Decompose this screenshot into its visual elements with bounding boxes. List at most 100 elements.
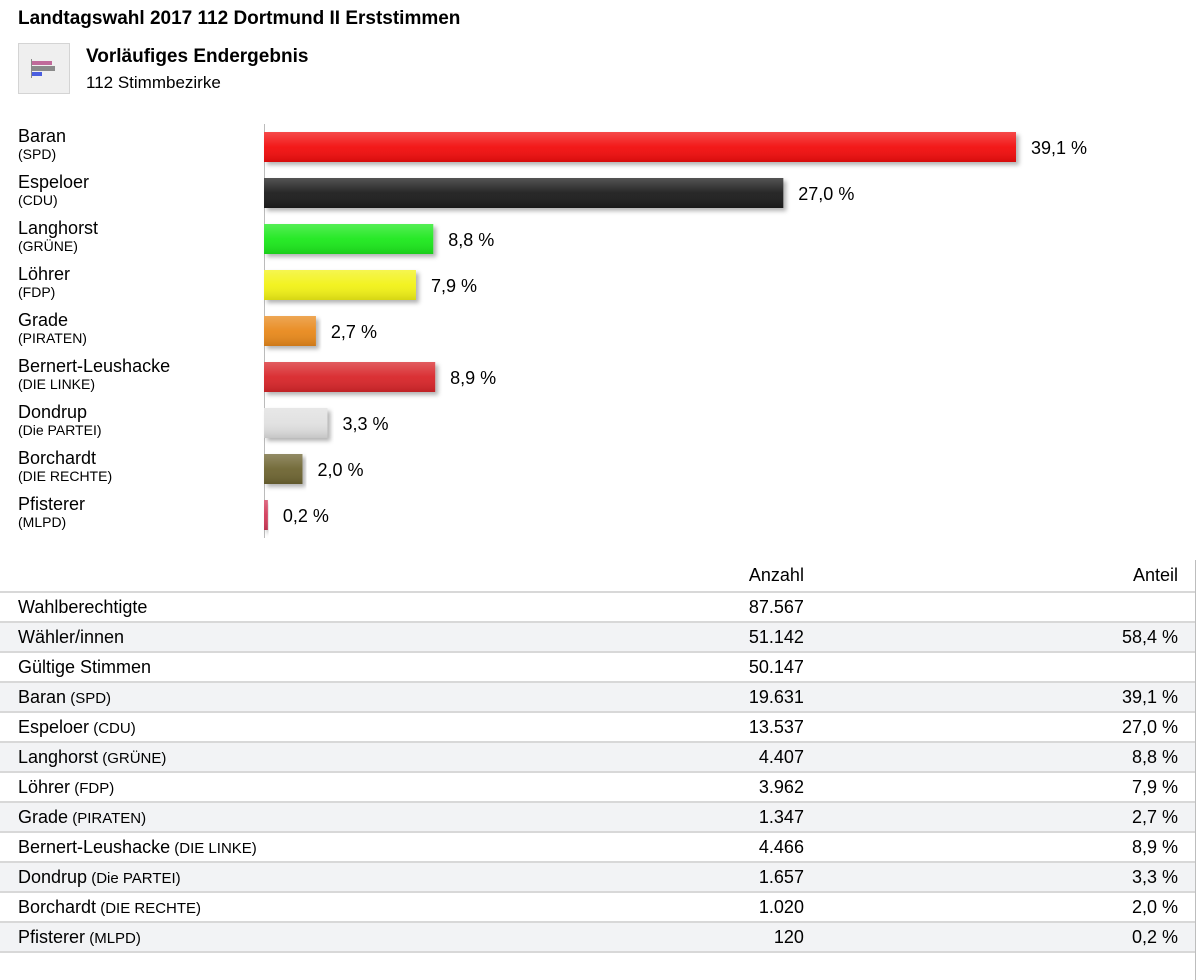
row-name: Baran (18, 686, 67, 707)
row-share: 8,8 % (1121, 742, 1196, 773)
row-count: 13.537 (748, 712, 1122, 743)
row-share (1121, 652, 1196, 683)
candidate-party: (DIE RECHTE) (18, 468, 113, 484)
row-label: Wähler/innen (0, 622, 749, 653)
row-count: 3.962 (748, 772, 1122, 803)
bar-gloss (264, 178, 784, 208)
row-label: Borchardt (DIE RECHTE) (0, 892, 749, 923)
row-count: 87.567 (748, 592, 1122, 623)
district-count: 112 Stimmbezirke (86, 73, 221, 92)
candidate-party: (CDU) (18, 192, 58, 208)
candidate-name: Bernert-Leushacke (18, 356, 171, 376)
candidate-label: Löhrer (FDP) (18, 264, 71, 301)
row-party: (GRÜNE) (98, 749, 167, 767)
table-row: Espeloer (CDU) 13.537 27,0 % (0, 712, 1196, 743)
row-party: (DIE LINKE) (170, 839, 257, 857)
bar-gloss (264, 362, 436, 392)
header-share: Anteil (1121, 560, 1196, 593)
data-label: 2,7 % (331, 322, 377, 342)
table-row: Dondrup (Die PARTEI) 1.657 3,3 % (0, 862, 1196, 893)
candidate-party: (MLPD) (18, 514, 67, 530)
row-count: 51.142 (748, 622, 1122, 653)
bar-group: 3,3 % (264, 408, 388, 438)
candidate-name: Löhrer (18, 264, 71, 284)
bar-group: 2,7 % (264, 316, 377, 346)
row-share: 3,3 % (1121, 862, 1196, 893)
candidate-label: Grade (PIRATEN) (18, 310, 87, 347)
row-label: Espeloer (CDU) (0, 712, 749, 743)
bar-chart-icon[interactable] (18, 43, 70, 94)
table-row: Löhrer (FDP) 3.962 7,9 % (0, 772, 1196, 803)
row-count: 4.466 (748, 832, 1122, 863)
table-row: Gültige Stimmen 50.147 (0, 652, 1196, 683)
bar-group: 39,1 % (264, 132, 1087, 162)
bar-gloss (264, 132, 1016, 162)
row-label: Löhrer (FDP) (0, 772, 749, 803)
bar-group: 27,0 % (264, 178, 854, 208)
table-row: Borchardt (DIE RECHTE) 1.020 2,0 % (0, 892, 1196, 923)
candidate-party: (DIE LINKE) (18, 376, 96, 392)
table-row: Wahlberechtigte 87.567 (0, 592, 1196, 623)
results-table: Anzahl Anteil Wahlberechtigte 87.567 Wähle… (0, 560, 1196, 953)
table-row: Pfisterer (MLPD) 120 0,2 % (0, 922, 1196, 953)
row-party: (MLPD) (85, 929, 141, 947)
candidate-name: Pfisterer (18, 494, 86, 514)
row-name: Gültige Stimmen (18, 656, 152, 677)
data-label: 2,0 % (317, 460, 363, 480)
row-count: 4.407 (748, 742, 1122, 773)
bar-group: 0,2 % (264, 500, 329, 530)
table-row: Wähler/innen 51.142 58,4 % (0, 622, 1196, 653)
table-row: Bernert-Leushacke (DIE LINKE) 4.466 8,9 % (0, 832, 1196, 863)
candidate-label: Langhorst (GRÜNE) (18, 218, 99, 255)
row-share: 2,7 % (1121, 802, 1196, 833)
row-share: 58,4 % (1121, 622, 1196, 653)
candidate-label: Pfisterer (MLPD) (18, 494, 86, 531)
right-border (1195, 560, 1196, 980)
bar-gloss (264, 454, 303, 484)
row-count: 120 (748, 922, 1122, 953)
row-name: Langhorst (18, 746, 99, 767)
bar-gloss (264, 224, 434, 254)
data-label: 0,2 % (283, 506, 329, 526)
row-label: Grade (PIRATEN) (0, 802, 749, 833)
bar-gloss (264, 270, 416, 300)
row-name: Espeloer (18, 716, 90, 737)
candidate-party: (GRÜNE) (18, 238, 78, 254)
bar-gloss (264, 408, 328, 438)
row-label: Bernert-Leushacke (DIE LINKE) (0, 832, 749, 863)
row-name: Dondrup (18, 866, 88, 887)
row-count: 19.631 (748, 682, 1122, 713)
table-row: Langhorst (GRÜNE) 4.407 8,8 % (0, 742, 1196, 773)
candidate-name: Langhorst (18, 218, 99, 238)
row-party: (SPD) (66, 689, 112, 707)
row-name: Löhrer (18, 776, 71, 797)
row-count: 1.347 (748, 802, 1122, 833)
bar-gloss (264, 500, 268, 530)
data-label: 3,3 % (342, 414, 388, 434)
row-count: 1.020 (748, 892, 1122, 923)
table-header-row: Anzahl Anteil (0, 560, 1196, 593)
bar-group: 7,9 % (264, 270, 477, 300)
row-share: 7,9 % (1121, 772, 1196, 803)
candidate-label: Dondrup (Die PARTEI) (18, 403, 102, 439)
row-share (1121, 592, 1196, 623)
row-label: Pfisterer (MLPD) (0, 922, 749, 953)
row-party: (Die PARTEI) (87, 869, 181, 887)
row-name: Wähler/innen (18, 626, 125, 647)
row-label: Dondrup (Die PARTEI) (0, 862, 749, 893)
row-party: (PIRATEN) (68, 809, 147, 827)
row-name: Pfisterer (18, 926, 86, 947)
row-party: (CDU) (89, 719, 136, 737)
candidate-party: (PIRATEN) (18, 330, 87, 346)
row-name: Borchardt (18, 896, 97, 917)
table-row: Baran (SPD) 19.631 39,1 % (0, 682, 1196, 713)
row-name: Grade (18, 806, 69, 827)
candidate-name: Grade (18, 310, 69, 330)
candidate-party: (FDP) (18, 284, 56, 300)
row-label: Langhorst (GRÜNE) (0, 742, 749, 773)
row-label: Gültige Stimmen (0, 652, 749, 683)
candidate-label: Borchardt (DIE RECHTE) (18, 449, 113, 485)
row-label: Wahlberechtigte (0, 592, 749, 623)
data-label: 7,9 % (431, 276, 477, 296)
header-empty (0, 560, 749, 593)
